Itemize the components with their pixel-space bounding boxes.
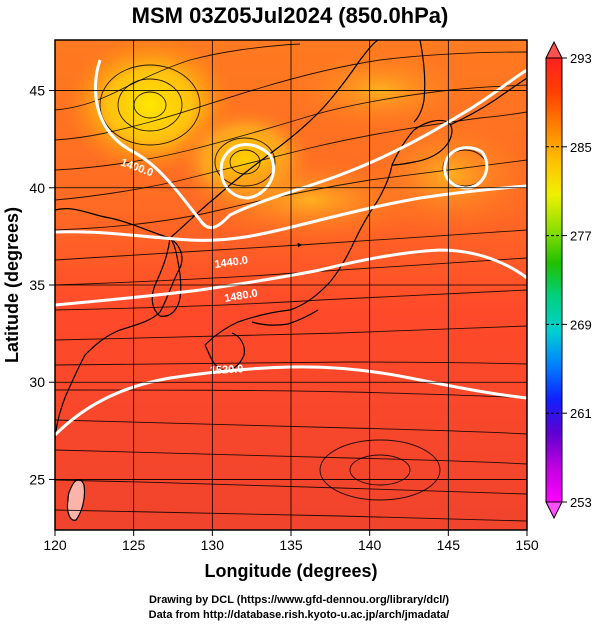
x-tick-label: 120 xyxy=(43,537,67,553)
contour-label-1520: 1520.0 xyxy=(210,363,244,377)
colorbar-ticks: 253 261 269 277 285 293 xyxy=(546,51,592,510)
x-axis-label: Longitude (degrees) xyxy=(204,561,377,581)
x-tick-label: 145 xyxy=(437,537,461,553)
contour-label-1440: 1440.0 xyxy=(214,254,249,271)
contour-1400 xyxy=(93,59,527,230)
colorbar-tick-label: 293 xyxy=(570,51,592,66)
colorbar-scale xyxy=(545,57,563,503)
colorbar-upper-arrow xyxy=(545,40,563,59)
y-tick-label: 30 xyxy=(29,374,45,390)
colorbar-tick-label: 277 xyxy=(570,229,592,244)
y-tick-label: 35 xyxy=(29,277,45,293)
x-tick-label: 125 xyxy=(122,537,146,553)
x-axis-ticks: 120 125 130 135 140 145 150 xyxy=(43,530,539,553)
height-contours xyxy=(55,59,527,437)
x-tick-label: 130 xyxy=(201,537,225,553)
y-axis-ticks: 25 30 35 40 45 xyxy=(29,83,55,487)
y-tick-label: 45 xyxy=(29,83,45,99)
credit-drawing: Drawing by DCL (https://www.gfd-dennou.o… xyxy=(149,594,449,606)
warm-area-okhotsk xyxy=(280,45,480,135)
credit-data: Data from http://database.rish.kyoto-u.a… xyxy=(149,609,450,621)
colorbar-tick-label: 253 xyxy=(570,495,592,510)
coastlines xyxy=(55,40,527,521)
x-tick-label: 140 xyxy=(358,537,382,553)
contour-1400-korea xyxy=(219,143,276,200)
colorbar-tick-label: 285 xyxy=(570,140,592,155)
contour-1400-east xyxy=(443,146,489,190)
graticule xyxy=(55,40,527,530)
colorbar: 253 261 269 277 285 293 xyxy=(545,40,592,520)
contour-1520 xyxy=(55,365,527,437)
y-axis-label: Latitude (degrees) xyxy=(2,207,22,363)
plot-area: 1400.0 1440.0 1480.0 1520.0 xyxy=(55,40,527,530)
map-title: MSM 03Z05Jul2024 (850.0hPa) xyxy=(132,3,449,28)
x-tick-label: 150 xyxy=(515,537,539,553)
colorbar-lower-arrow xyxy=(545,501,563,520)
contour-1480 xyxy=(55,248,527,307)
x-tick-label: 135 xyxy=(279,537,303,553)
colorbar-tick-label: 261 xyxy=(570,406,592,421)
warm-area-sea xyxy=(190,155,430,245)
contour-1440 xyxy=(55,184,527,242)
colorbar-tick-label: 269 xyxy=(570,317,592,332)
y-tick-label: 25 xyxy=(29,471,45,487)
contour-label-1480: 1480.0 xyxy=(223,287,258,305)
y-tick-label: 40 xyxy=(29,180,45,196)
